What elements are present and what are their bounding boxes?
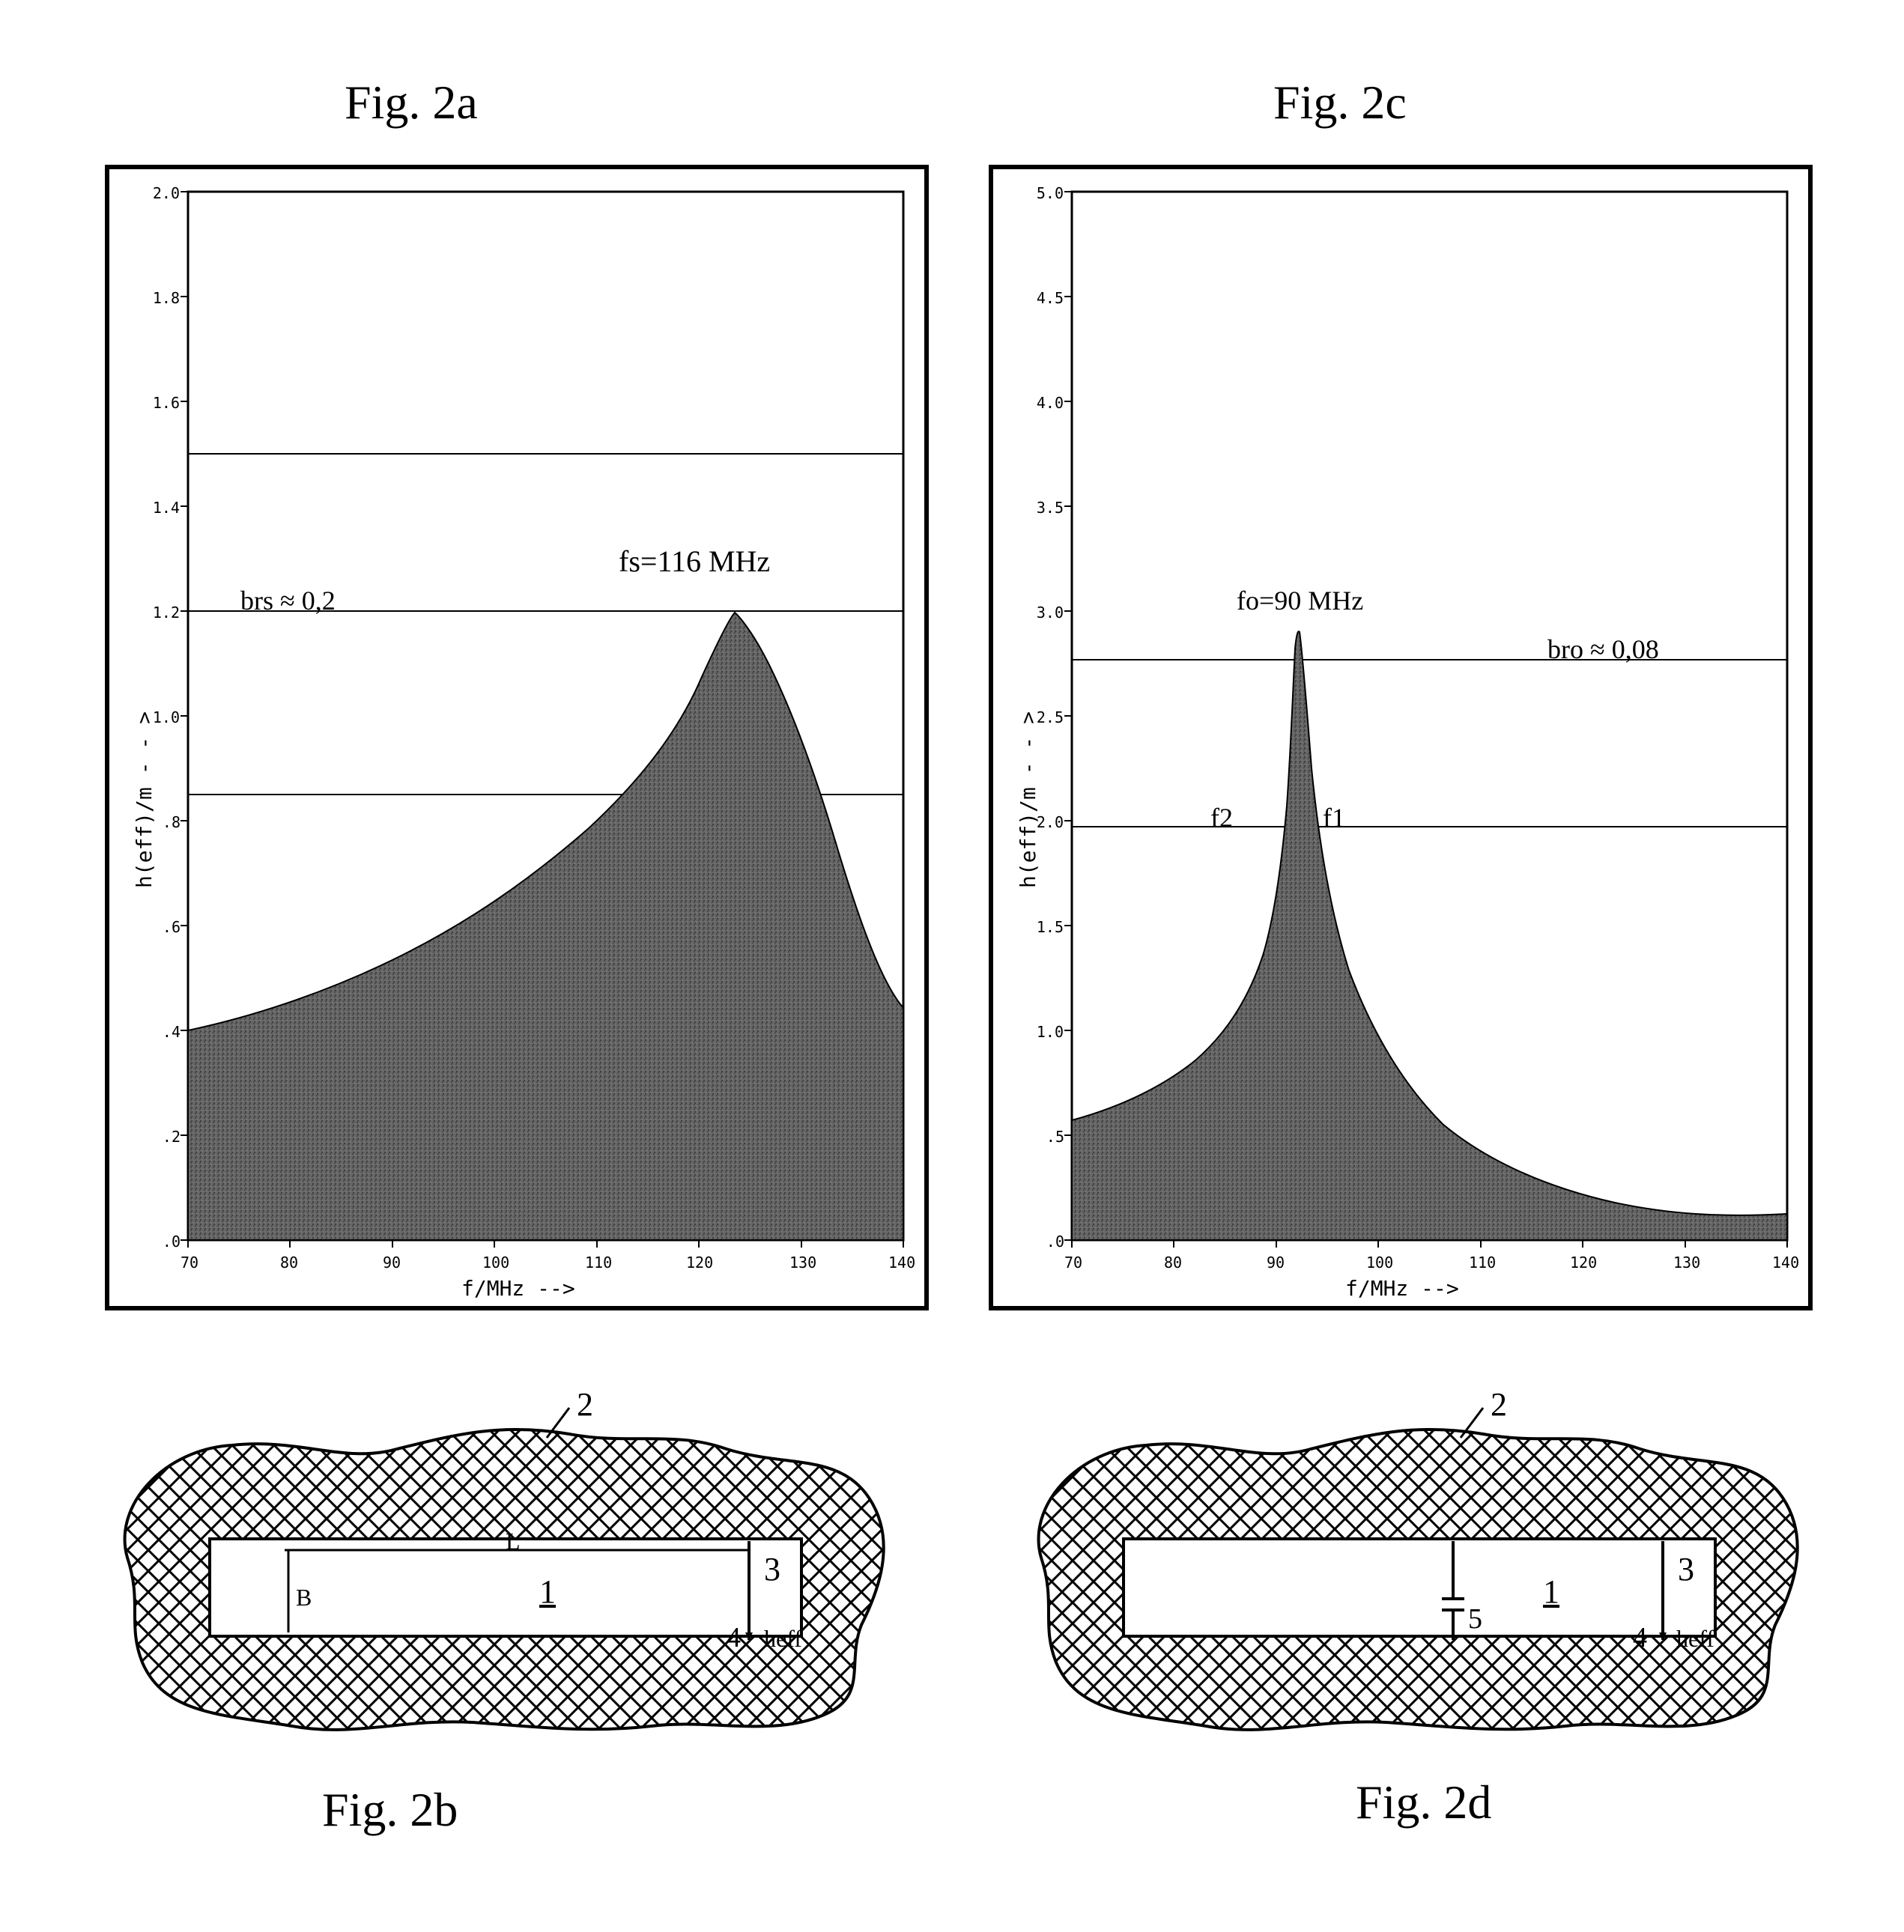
diagram-2b: L B 1 2 3 4 heff	[75, 1393, 914, 1745]
label-4-d: 4	[1633, 1621, 1647, 1654]
x-tick-a-5: 120	[686, 1254, 713, 1272]
label-3-b: 3	[764, 1550, 780, 1588]
title-fig2d: Fig. 2d	[1356, 1775, 1491, 1830]
x-tick-a-3: 100	[482, 1254, 509, 1272]
x-tick-c-6: 130	[1673, 1254, 1700, 1272]
y-tick-c-0: .0	[1034, 1233, 1064, 1251]
x-axis-label-c: f/MHz -->	[1345, 1276, 1459, 1301]
title-fig2a: Fig. 2a	[345, 75, 478, 130]
x-tick-a-6: 130	[789, 1254, 816, 1272]
label-5-d: 5	[1468, 1603, 1482, 1635]
y-tick-a-7: 1.4	[145, 499, 180, 517]
label-heff-d: heff	[1676, 1625, 1714, 1653]
chart-2a-frame: .0 .2 .4 .6 .8 1.0 1.2 1.4 1.6 1.8 2.0 7…	[105, 165, 929, 1310]
annotation-fo: fo=90 MHz	[1237, 585, 1363, 616]
y-tick-a-3: .6	[151, 918, 181, 936]
label-1-d: 1	[1543, 1573, 1559, 1611]
x-tick-c-0: 70	[1064, 1254, 1082, 1272]
chart-2c-plot	[993, 169, 1808, 1306]
annotation-fs: fs=116 MHz	[619, 544, 770, 579]
x-tick-c-5: 120	[1570, 1254, 1597, 1272]
label-1-b: 1	[539, 1573, 556, 1611]
x-tick-a-2: 90	[383, 1254, 401, 1272]
y-tick-c-3: 1.5	[1029, 918, 1064, 936]
x-tick-a-7: 140	[888, 1254, 915, 1272]
chart-2c-frame: .0 .5 1.0 1.5 2.0 2.5 3.0 3.5 4.0 4.5 5.…	[989, 165, 1813, 1310]
y-tick-a-2: .4	[151, 1023, 181, 1041]
x-tick-a-4: 110	[585, 1254, 612, 1272]
label-L-b: L	[506, 1528, 521, 1555]
label-2-b: 2	[577, 1385, 593, 1424]
y-tick-c-8: 4.0	[1029, 394, 1064, 412]
x-tick-c-7: 140	[1772, 1254, 1799, 1272]
title-fig2b: Fig. 2b	[322, 1782, 458, 1838]
x-axis-label-a: f/MHz -->	[461, 1276, 575, 1301]
annotation-bro: bro ≈ 0,08	[1547, 634, 1659, 665]
label-2-d: 2	[1491, 1385, 1507, 1424]
label-B-b: B	[296, 1584, 312, 1611]
y-tick-a-10: 2.0	[145, 184, 180, 202]
diagram-2d: 1 2 3 4 5 heff	[989, 1393, 1828, 1745]
annotation-f1: f1	[1323, 802, 1345, 833]
y-tick-c-2: 1.0	[1029, 1023, 1064, 1041]
label-heff-b: heff	[764, 1625, 802, 1653]
y-tick-c-7: 3.5	[1029, 499, 1064, 517]
y-tick-a-0: .0	[151, 1233, 181, 1251]
label-3-d: 3	[1678, 1550, 1694, 1588]
y-tick-c-6: 3.0	[1029, 604, 1064, 622]
chart-2a-plot	[109, 169, 924, 1306]
y-axis-label-a: h(eff)/m - - >	[132, 711, 157, 888]
x-tick-a-0: 70	[181, 1254, 198, 1272]
y-tick-a-8: 1.6	[145, 394, 180, 412]
x-tick-c-1: 80	[1164, 1254, 1182, 1272]
annotation-f2: f2	[1210, 802, 1233, 833]
x-tick-c-3: 100	[1366, 1254, 1393, 1272]
x-tick-a-1: 80	[280, 1254, 298, 1272]
x-tick-c-4: 110	[1469, 1254, 1496, 1272]
y-tick-a-1: .2	[151, 1128, 181, 1146]
y-tick-c-1: .5	[1034, 1128, 1064, 1146]
y-tick-a-9: 1.8	[145, 289, 180, 307]
y-axis-label-c: h(eff)/m - - >	[1016, 711, 1040, 888]
y-tick-c-10: 5.0	[1029, 184, 1064, 202]
y-tick-a-6: 1.2	[145, 604, 180, 622]
annotation-brs: brs ≈ 0,2	[240, 585, 336, 616]
title-fig2c: Fig. 2c	[1273, 75, 1407, 130]
y-tick-c-9: 4.5	[1029, 289, 1064, 307]
x-tick-c-2: 90	[1267, 1254, 1285, 1272]
label-4-b: 4	[727, 1621, 741, 1654]
